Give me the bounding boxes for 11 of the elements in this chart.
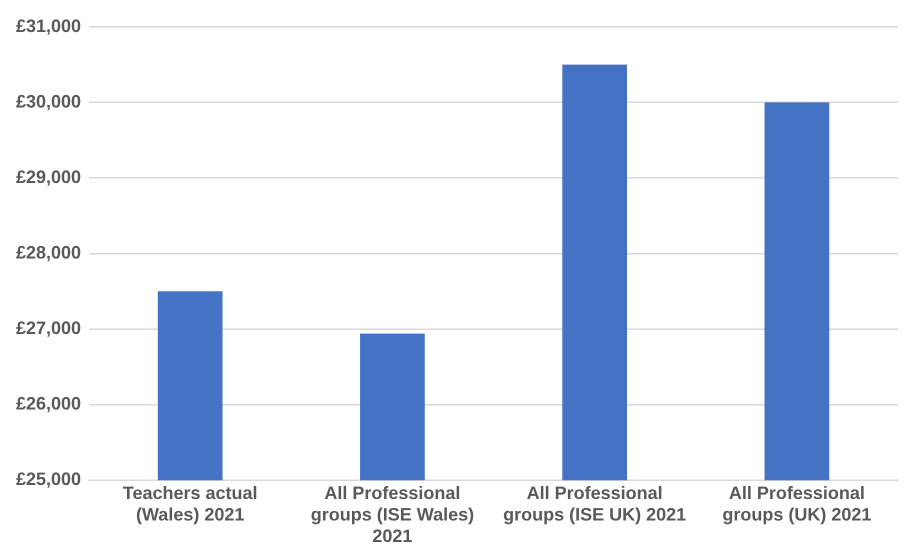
- x-tick-label: Teachers actual (Wales) 2021: [122, 482, 258, 525]
- y-tick-label: £25,000: [16, 469, 82, 490]
- y-tick-label: £29,000: [16, 166, 82, 187]
- x-tick-label: All Professional groups (UK) 2021: [722, 482, 872, 525]
- x-tick-label: All Professional groups (ISE Wales) 2021: [310, 482, 474, 546]
- x-tick-label: All Professional groups (ISE UK) 2021: [503, 482, 686, 525]
- y-tick-label: £27,000: [16, 318, 82, 338]
- y-tick-label: £30,000: [16, 91, 82, 112]
- y-tick-label: £28,000: [16, 242, 82, 262]
- y-tick-label: £31,000: [16, 16, 82, 36]
- y-tick-label: £26,000: [16, 394, 82, 414]
